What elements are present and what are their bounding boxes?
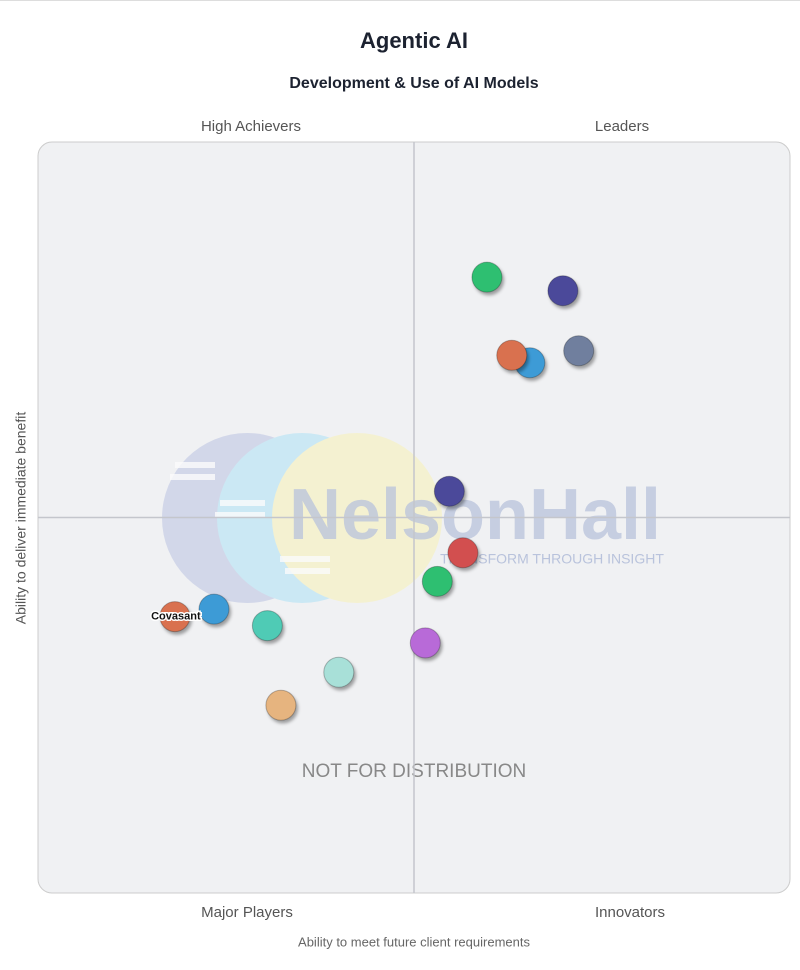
bubble (563, 335, 595, 367)
x-axis-label: Ability to meet future client requiremen… (298, 934, 530, 949)
quadrant-label: Innovators (595, 904, 665, 921)
chart-title: Agentic AI (360, 28, 468, 53)
quadrant-label: Major Players (201, 904, 293, 921)
quadrant-label: Leaders (595, 118, 649, 135)
bubble (409, 627, 441, 659)
bubble (547, 275, 579, 307)
quadrant-label: High Achievers (201, 118, 301, 135)
point-label: Covasant (151, 611, 201, 623)
bubble (159, 601, 191, 633)
bubble (471, 261, 503, 293)
bubble (447, 537, 479, 569)
bubble (265, 689, 297, 721)
bubble (198, 593, 230, 625)
bubble (433, 475, 465, 507)
watermark-tagline: TRANSFORM THROUGH INSIGHT (440, 551, 664, 567)
bubble (421, 565, 453, 597)
bubble (496, 339, 528, 371)
bubble (323, 656, 355, 688)
bubble (251, 610, 283, 642)
y-axis-label: Ability to deliver immediate benefit (13, 412, 29, 625)
chart-subtitle: Development & Use of AI Models (289, 75, 538, 92)
watermark-brand: NelsonHall (289, 475, 661, 555)
